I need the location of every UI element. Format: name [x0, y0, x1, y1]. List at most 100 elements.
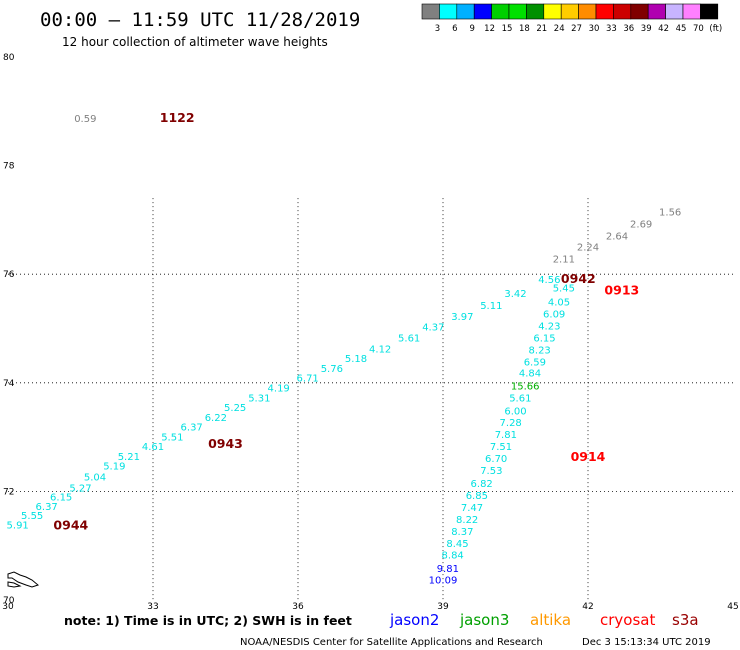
swh-value: 8.23	[529, 345, 551, 356]
swh-value: 6.82	[471, 479, 493, 490]
x-tick-label: 33	[147, 602, 158, 612]
swh-value: 5.18	[345, 354, 367, 365]
swh-value: 6.00	[504, 406, 526, 417]
swh-value: 2.69	[630, 220, 652, 231]
chart-subtitle: 12 hour collection of altimeter wave hei…	[62, 35, 328, 49]
swh-value: 5.61	[398, 334, 420, 345]
pass-time-label: 0943	[208, 436, 243, 451]
swh-value: 6.09	[543, 310, 565, 321]
colorbar-label: 18	[519, 24, 530, 34]
swh-value: 7.51	[490, 442, 512, 453]
colorbar-label: 39	[641, 24, 652, 34]
colorbar-label: 6	[452, 24, 457, 34]
swh-value: 5.76	[321, 364, 343, 375]
colorbar-swatch	[508, 3, 527, 20]
x-tick-label: 45	[727, 602, 738, 612]
swh-value: 6.70	[485, 454, 507, 465]
colorbar-swatch	[682, 3, 701, 20]
colorbar-swatch	[543, 3, 562, 20]
swh-value: 6.37	[36, 502, 58, 513]
swh-value: 1.56	[659, 208, 681, 219]
swh-value: 5.11	[480, 301, 502, 312]
colorbar-swatch	[439, 3, 458, 20]
x-tick-label: 36	[292, 602, 304, 612]
swh-value: 5.21	[118, 452, 140, 463]
colorbar-swatch	[456, 3, 475, 20]
colorbar-label: 21	[536, 24, 547, 34]
grid-lines	[8, 198, 733, 600]
swh-value: 6.15	[50, 493, 72, 504]
swh-value: 6.85	[466, 491, 488, 502]
colorbar-label: 12	[484, 24, 495, 34]
swh-value: 6.59	[524, 357, 546, 368]
colorbar-swatch	[630, 3, 649, 20]
swh-value: 2.64	[606, 231, 628, 242]
satellite-name-cryosat: cryosat	[600, 611, 655, 629]
colorbar-swatch	[421, 3, 440, 20]
swh-value: 5.45	[553, 284, 575, 295]
swh-value: 4.12	[369, 344, 391, 355]
colorbar-label: 9	[469, 24, 474, 34]
colorbar-label: 27	[571, 24, 582, 34]
colorbar-label: 45	[676, 24, 687, 34]
x-tick-label: 39	[437, 602, 449, 612]
y-tick-label: 72	[3, 487, 14, 497]
coastline	[7, 571, 40, 588]
swh-value: 9.81	[437, 564, 459, 575]
swh-value: 8.22	[456, 515, 478, 526]
satellite-name-jason2: jason2	[389, 611, 439, 629]
footnote: note: 1) Time is in UTC; 2) SWH is in fe…	[64, 613, 352, 628]
swh-value: 7.47	[461, 503, 483, 514]
swh-value: 15.66	[511, 381, 540, 392]
timestamp-text: Dec 3 15:13:34 UTC 2019	[582, 637, 711, 648]
swh-value: 4.23	[538, 322, 560, 333]
data-points: 5.915.556.376.155.275.045.195.214.615.51…	[7, 114, 682, 587]
swh-value: 0.59	[74, 114, 96, 125]
swh-value: 3.97	[451, 312, 473, 323]
colorbar-swatch	[526, 3, 545, 20]
swh-value: 5.51	[161, 432, 183, 443]
colorbar-swatch	[613, 3, 632, 20]
colorbar-label: 42	[658, 24, 669, 34]
colorbar-label: 36	[623, 24, 634, 34]
colorbar-swatch	[700, 3, 719, 20]
pass-time-label: 0942	[561, 271, 596, 286]
swh-value: 6.71	[297, 374, 319, 385]
pass-time-label: 1122	[160, 110, 195, 125]
swh-value: 5.25	[224, 403, 246, 414]
pass-time-label: 0914	[571, 449, 606, 464]
colorbar-label: 24	[554, 24, 565, 34]
swh-value: 8.37	[451, 527, 473, 538]
swh-value: 4.05	[548, 298, 570, 309]
colorbar-label: 33	[606, 24, 617, 34]
colorbar-swatch	[578, 3, 597, 20]
x-tick-label: 42	[582, 602, 593, 612]
pass-time-label: 0944	[53, 517, 88, 532]
swh-value: 10.09	[429, 576, 458, 587]
swh-value: 5.19	[103, 462, 125, 473]
colorbar-label: (ft)	[709, 24, 722, 34]
swh-value: 6.37	[181, 423, 203, 434]
satellite-name-altika: altika	[530, 611, 571, 629]
colorbar-label: 3	[435, 24, 440, 34]
colorbar-swatch	[595, 3, 614, 20]
swh-value: 5.91	[7, 520, 29, 531]
colorbar-label: 15	[502, 24, 513, 34]
x-tick-label: 30	[2, 602, 14, 612]
swh-value: 7.28	[500, 418, 522, 429]
colorbar-swatch	[665, 3, 684, 20]
swh-value: 2.11	[553, 254, 575, 265]
satellite-legend: jason2 jason3 altika cryosat s3a	[389, 611, 699, 629]
colorbar-swatch	[647, 3, 666, 20]
swh-value: 6.22	[205, 413, 227, 424]
colorbar-swatch	[473, 3, 492, 20]
pass-time-label: 0913	[604, 282, 639, 297]
colorbar-label: 70	[693, 24, 704, 34]
swh-value: 8.45	[446, 539, 468, 550]
swh-value: 5.61	[509, 393, 531, 404]
swh-value: 3.42	[504, 289, 526, 300]
swh-value: 6.15	[533, 334, 555, 345]
swh-value: 5.27	[69, 483, 91, 494]
swh-value: 4.19	[268, 383, 290, 394]
